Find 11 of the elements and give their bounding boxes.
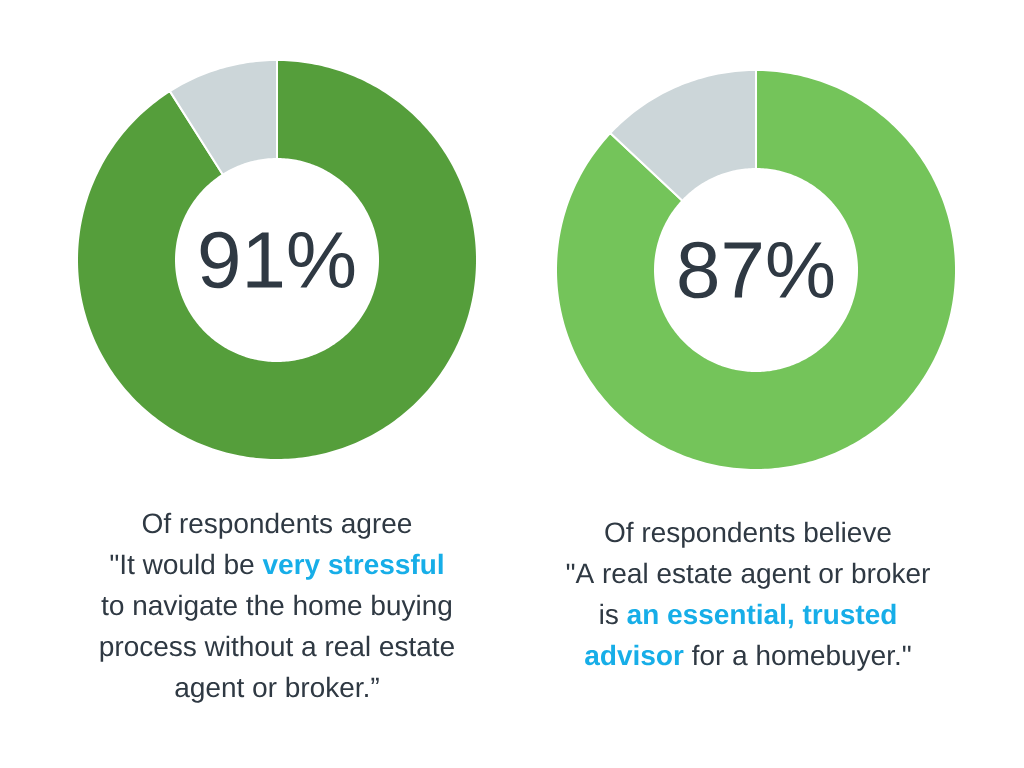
text: "A real estate agent or broker bbox=[566, 562, 930, 589]
text: agent or broker.” bbox=[175, 676, 379, 703]
text: Of respondents agree bbox=[142, 512, 412, 539]
text: advisor for a homebuyer." bbox=[585, 644, 911, 671]
data-label: 91% bbox=[200, 231, 355, 289]
data-label: 87% bbox=[679, 241, 834, 299]
text: Of respondents believe bbox=[605, 521, 891, 548]
text: "It would be very stressful bbox=[110, 553, 443, 580]
text: is an essential, trusted bbox=[600, 603, 896, 629]
text: process without a real estate bbox=[100, 635, 454, 662]
text: to navigate the home buying bbox=[101, 594, 452, 621]
